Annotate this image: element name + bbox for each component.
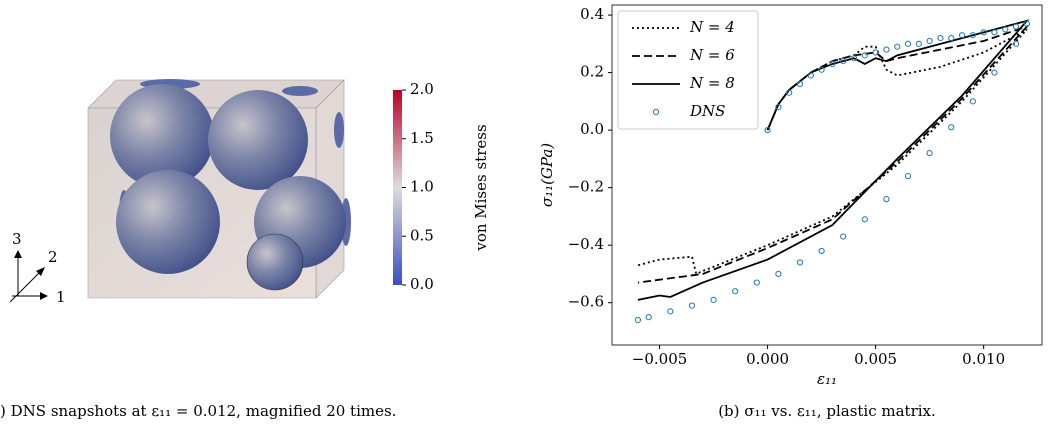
caption-b: (b) σ₁₁ vs. ε₁₁, plastic matrix. bbox=[718, 402, 936, 420]
colorbar-tick-label: 0.0 bbox=[410, 275, 434, 293]
inclusion bbox=[208, 90, 308, 190]
arrowhead bbox=[14, 250, 22, 258]
y-tick-label: −0.4 bbox=[568, 235, 604, 253]
data-point bbox=[786, 89, 793, 96]
x-tick-label: 0.010 bbox=[962, 350, 1005, 368]
inclusion bbox=[246, 233, 304, 291]
y-tick-label: 0.2 bbox=[580, 63, 604, 81]
data-point bbox=[969, 98, 976, 105]
dns-snapshot: 1 2 3 ) DNS snapshots at ε₁₁ = 0.012, ma… bbox=[0, 79, 396, 420]
data-point bbox=[645, 313, 652, 321]
inclusion-cut bbox=[334, 112, 344, 148]
data-point bbox=[667, 308, 674, 315]
colorbar-tick-label: 1.0 bbox=[410, 178, 434, 196]
data-point bbox=[796, 81, 804, 88]
data-point bbox=[926, 37, 933, 45]
data-point bbox=[732, 288, 739, 295]
data-point bbox=[861, 216, 868, 223]
data-point bbox=[904, 173, 912, 180]
data-point bbox=[991, 69, 998, 76]
data-point bbox=[1012, 23, 1020, 30]
legend-box bbox=[617, 10, 759, 130]
y-tick-label: 0.4 bbox=[580, 5, 604, 23]
axis-label-1: 1 bbox=[56, 288, 66, 306]
data-point bbox=[969, 32, 976, 39]
data-point bbox=[850, 55, 858, 62]
y-tick-label: −0.2 bbox=[568, 178, 604, 196]
data-point bbox=[775, 270, 782, 278]
x-tick-label: 0.005 bbox=[854, 350, 897, 368]
data-point bbox=[775, 104, 782, 111]
axis-label-2: 2 bbox=[48, 248, 58, 266]
data-point bbox=[883, 196, 890, 203]
data-point bbox=[1002, 26, 1009, 33]
data-point bbox=[840, 233, 847, 240]
y-tick-label: 0.0 bbox=[580, 120, 604, 138]
plot-frame bbox=[611, 4, 1043, 346]
data-point bbox=[840, 57, 847, 65]
arrowhead bbox=[40, 292, 48, 300]
caption-a: ) DNS snapshots at ε₁₁ = 0.012, magnifie… bbox=[0, 402, 396, 420]
axis-label-3: 3 bbox=[12, 230, 22, 248]
data-point bbox=[915, 40, 922, 47]
data-point bbox=[894, 43, 901, 50]
data-point bbox=[710, 296, 717, 303]
data-point bbox=[937, 34, 944, 42]
colorbar bbox=[393, 90, 402, 285]
data-point bbox=[861, 52, 868, 59]
data-point bbox=[753, 279, 760, 286]
x-tick-label: −0.005 bbox=[632, 350, 688, 368]
data-point bbox=[883, 46, 890, 53]
data-point bbox=[872, 49, 879, 56]
data-point bbox=[958, 32, 966, 39]
inclusion bbox=[116, 170, 220, 274]
arrowhead bbox=[36, 267, 45, 276]
colorbar-tick-label: 1.5 bbox=[410, 129, 434, 147]
data-point bbox=[764, 127, 771, 134]
legend-label: N = 4 bbox=[689, 18, 735, 36]
data-point bbox=[948, 34, 955, 42]
x-tick-label: 0.000 bbox=[746, 350, 789, 368]
y-axis-label: σ₁₁(GPa) bbox=[538, 143, 556, 207]
legend-label: DNS bbox=[689, 102, 725, 120]
data-point bbox=[904, 40, 912, 47]
legend-label: N = 8 bbox=[689, 74, 735, 92]
legend: N = 4 N = 6 N = 8 DNS bbox=[617, 10, 759, 130]
x-axis-label: ε₁₁ bbox=[817, 370, 837, 388]
series-line bbox=[637, 19, 1030, 301]
data-point bbox=[796, 259, 804, 266]
data-point bbox=[980, 29, 987, 36]
data-point bbox=[688, 302, 696, 309]
data-point bbox=[926, 150, 933, 157]
colorbar-label: von Mises stress bbox=[472, 124, 490, 251]
data-point bbox=[991, 29, 998, 36]
legend-label: N = 6 bbox=[689, 46, 735, 64]
data-point bbox=[634, 316, 642, 324]
data-point bbox=[1023, 20, 1030, 27]
data-point bbox=[807, 72, 814, 79]
inclusion bbox=[110, 84, 214, 188]
legend-marker bbox=[652, 108, 660, 116]
colorbar-tick-label: 0.5 bbox=[410, 226, 434, 244]
data-point bbox=[1012, 40, 1020, 47]
inclusion-cut bbox=[282, 86, 318, 96]
y-tick-label: −0.6 bbox=[568, 293, 604, 311]
axis-arrow bbox=[9, 271, 41, 303]
data-point bbox=[818, 66, 825, 73]
data-point bbox=[948, 124, 955, 131]
data-point bbox=[829, 60, 836, 68]
colorbar-tick-label: 2.0 bbox=[410, 80, 434, 98]
data-point bbox=[818, 247, 825, 255]
